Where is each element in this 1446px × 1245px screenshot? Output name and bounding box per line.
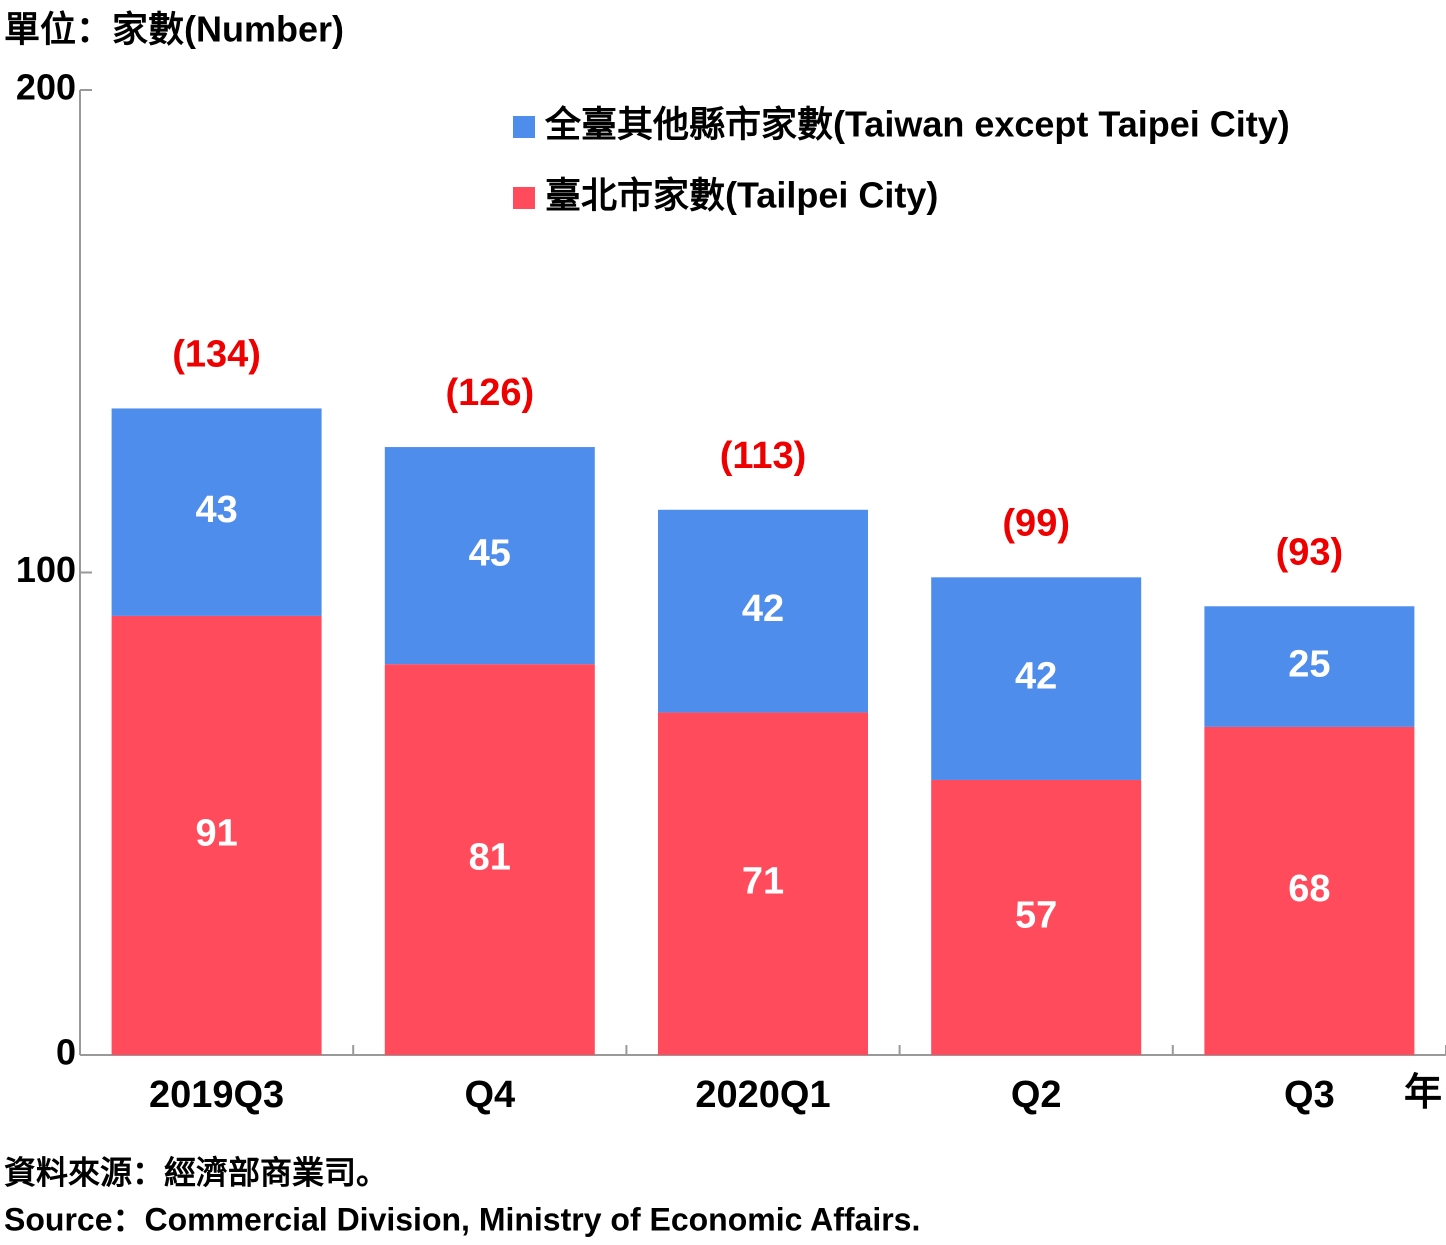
legend-swatch — [513, 187, 535, 209]
bar-segment — [658, 712, 868, 1055]
bar-segment — [1204, 606, 1415, 727]
x-tick-label: 2019Q3 — [149, 1074, 284, 1116]
source-line: 資料來源：經濟部商業司。 — [4, 1154, 388, 1190]
bar-segment — [931, 779, 1142, 1055]
x-tick-label: Q2 — [1011, 1074, 1062, 1116]
bar-segment — [931, 577, 1142, 780]
data-label: 43 — [195, 489, 237, 531]
y-axis-label: 單位：家數(Number) — [4, 9, 344, 50]
data-label: 68 — [1288, 868, 1330, 910]
legend-label: 全臺其他縣市家數(Taiwan except Taipei City) — [544, 104, 1290, 145]
total-label: (113) — [720, 435, 807, 477]
data-label: 81 — [469, 837, 511, 879]
x-tick-label: Q4 — [464, 1074, 515, 1116]
data-label: 57 — [1015, 895, 1057, 937]
bar-segment — [111, 615, 322, 1055]
x-axis-unit: 年 — [1404, 1072, 1442, 1114]
total-label: (126) — [445, 372, 534, 414]
x-tick-label: Q3 — [1284, 1074, 1335, 1116]
legend-label: 臺北市家數(Tailpei City) — [545, 175, 938, 216]
data-label: 42 — [1015, 656, 1057, 698]
y-tick-label: 0 — [56, 1032, 76, 1073]
x-tick-label: 2020Q1 — [695, 1074, 830, 1116]
bar-segment — [384, 447, 595, 665]
data-label: 71 — [742, 861, 784, 903]
bar-segment — [111, 408, 322, 616]
y-tick-label: 200 — [16, 67, 76, 108]
data-label: 25 — [1288, 644, 1330, 686]
total-label: (134) — [172, 333, 261, 375]
total-label: (93) — [1276, 531, 1344, 573]
bar-segment — [658, 509, 868, 713]
bar-segment — [1204, 726, 1415, 1055]
data-label: 42 — [742, 588, 784, 630]
source-line: Source：Commercial Division, Ministry of … — [4, 1201, 920, 1237]
total-label: (99) — [1002, 502, 1070, 544]
data-label: 45 — [469, 533, 511, 575]
bar-segment — [384, 664, 595, 1055]
legend-swatch — [513, 116, 535, 138]
data-label: 91 — [195, 812, 237, 854]
y-tick-label: 100 — [16, 549, 76, 590]
